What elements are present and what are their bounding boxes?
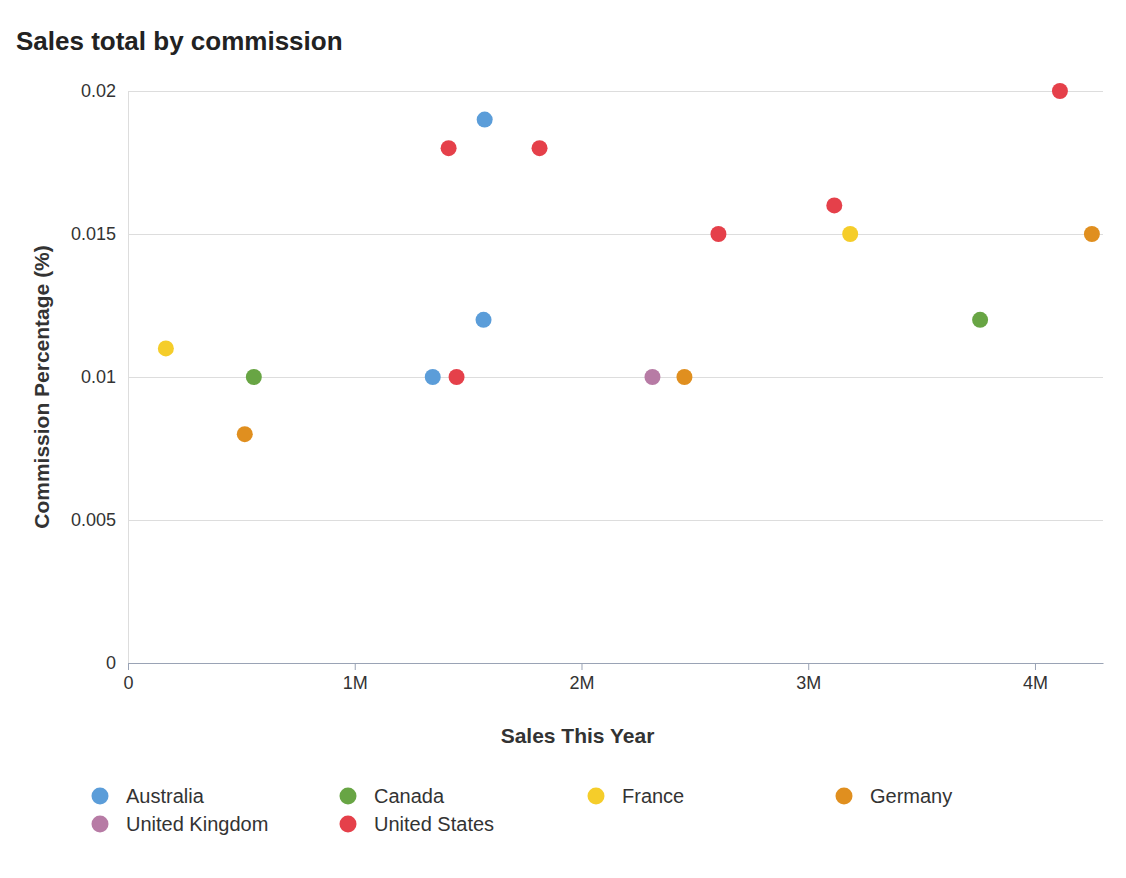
legend-label: Germany xyxy=(870,785,952,807)
series xyxy=(644,369,660,385)
legend-label: Australia xyxy=(126,785,205,807)
legend-item: United States xyxy=(340,813,495,835)
point xyxy=(237,426,253,442)
series xyxy=(425,112,493,385)
series xyxy=(158,226,858,356)
legend-swatch xyxy=(340,816,357,833)
x-axis: 0 1M 2M 3M 4M xyxy=(123,663,1103,693)
y-tick-label: 0.02 xyxy=(81,81,116,101)
point xyxy=(477,112,493,128)
y-tick: 0.015 xyxy=(71,224,1103,244)
x-tick: 0 xyxy=(123,663,133,693)
point xyxy=(449,369,465,385)
chart: Sales total by commission 0 0.005 0.01 0.015… xyxy=(0,0,1126,878)
legend-swatch xyxy=(588,788,605,805)
x-tick: 2M xyxy=(569,663,594,693)
y-tick-label: 0.015 xyxy=(71,224,116,244)
legend-item: United Kingdom xyxy=(92,813,269,835)
point xyxy=(158,340,174,356)
x-tick-mark xyxy=(808,663,809,670)
point xyxy=(441,140,457,156)
y-axis-title: Commission Percentage (%) xyxy=(30,245,53,529)
y-tick: 0.005 xyxy=(71,510,1103,530)
legend-label: France xyxy=(622,785,684,807)
point xyxy=(676,369,692,385)
legend-label: Canada xyxy=(374,785,445,807)
x-axis-title: Sales This Year xyxy=(501,724,655,747)
x-tick-label: 0 xyxy=(123,673,133,693)
legend-item: Australia xyxy=(92,785,205,807)
series xyxy=(441,83,1068,385)
point xyxy=(425,369,441,385)
y-tick-label: 0.005 xyxy=(71,510,116,530)
y-grid-line xyxy=(128,520,1103,521)
x-tick-label: 4M xyxy=(1023,673,1048,693)
series xyxy=(246,312,988,385)
point xyxy=(842,226,858,242)
chart-title: Sales total by commission xyxy=(16,26,343,56)
x-tick-mark xyxy=(355,663,356,670)
point xyxy=(1052,83,1068,99)
x-tick: 4M xyxy=(1023,663,1048,693)
series xyxy=(237,226,1100,442)
legend-swatch xyxy=(92,788,109,805)
x-axis-line xyxy=(129,663,1104,664)
y-tick: 0.01 xyxy=(81,367,1103,387)
y-grid-line xyxy=(128,234,1103,235)
x-tick-label: 1M xyxy=(343,673,368,693)
plot: 0 0.005 0.01 0.015 0.02 0 1M 2M 3M 4M xyxy=(71,81,1104,693)
y-tick-label: 0 xyxy=(106,653,116,673)
x-tick-label: 3M xyxy=(796,673,821,693)
point xyxy=(476,312,492,328)
legend-item: Canada xyxy=(340,785,445,807)
legend-label: United Kingdom xyxy=(126,813,268,835)
point xyxy=(246,369,262,385)
x-tick-mark xyxy=(581,663,582,670)
point xyxy=(644,369,660,385)
x-tick-mark xyxy=(128,663,129,670)
point xyxy=(710,226,726,242)
legend-item: France xyxy=(588,785,685,807)
y-axis: 0 0.005 0.01 0.015 0.02 xyxy=(71,81,1103,673)
x-tick-label: 2M xyxy=(569,673,594,693)
point xyxy=(532,140,548,156)
y-tick-label: 0.01 xyxy=(81,367,116,387)
legend-swatch xyxy=(340,788,357,805)
legend-label: United States xyxy=(374,813,494,835)
x-tick-mark xyxy=(1035,663,1036,670)
legend-item: Germany xyxy=(836,785,953,807)
legend-swatch xyxy=(92,816,109,833)
y-tick: 0.02 xyxy=(81,81,1103,101)
x-tick: 1M xyxy=(343,663,368,693)
legend-swatch xyxy=(836,788,853,805)
y-tick: 0 xyxy=(106,653,1103,673)
point xyxy=(972,312,988,328)
y-grid-line xyxy=(128,377,1103,378)
point xyxy=(826,197,842,213)
point xyxy=(1084,226,1100,242)
x-tick: 3M xyxy=(796,663,821,693)
y-grid-line xyxy=(128,91,1103,92)
legend: Australia Canada France Germany United Kingd… xyxy=(92,785,953,835)
points xyxy=(158,83,1100,442)
y-grid-line xyxy=(128,663,1103,664)
